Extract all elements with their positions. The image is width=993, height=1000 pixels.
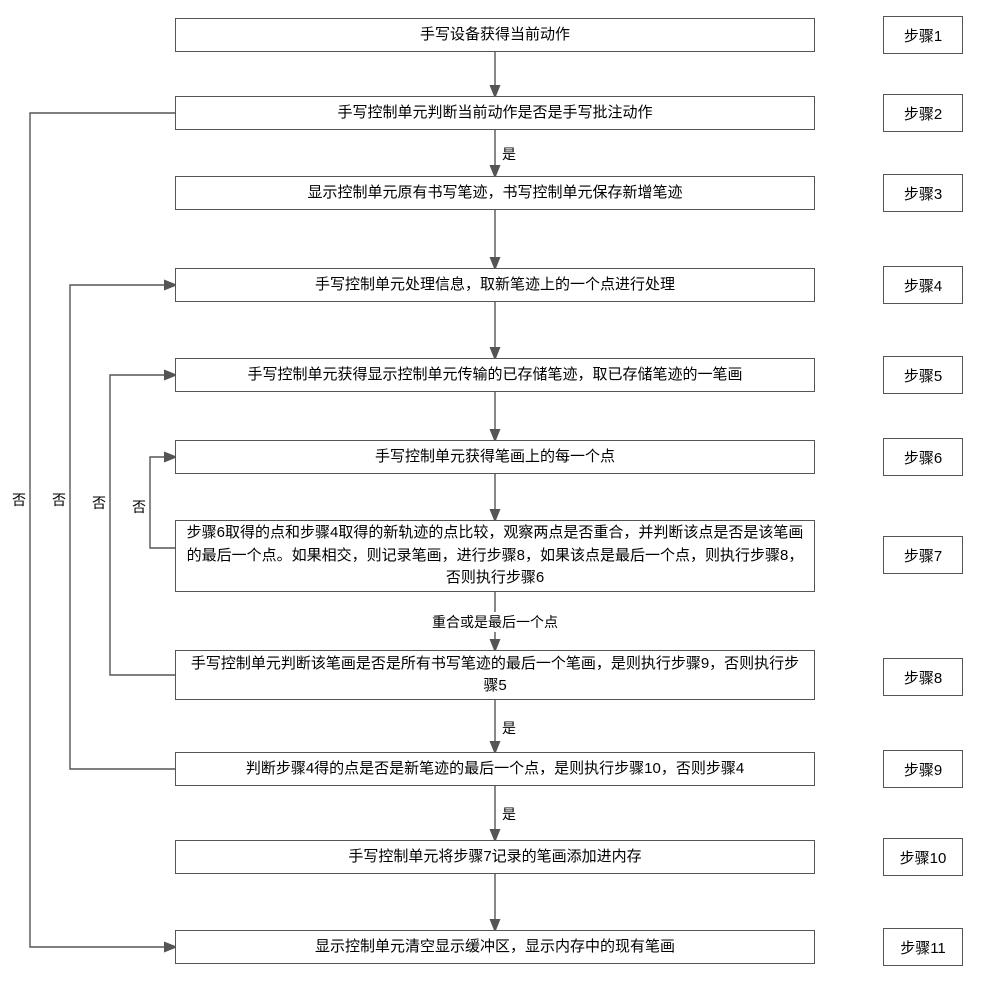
flow-node-n5: 手写控制单元获得显示控制单元传输的已存储笔迹，取已存储笔迹的一笔画 [175,358,815,392]
edge-label: 否 [90,493,108,513]
flow-node-n7: 步骤6取得的点和步骤4取得的新轨迹的点比较，观察两点是否重合，并判断该点是否是该… [175,520,815,592]
edge-label: 是 [500,804,518,824]
flow-node-n11: 显示控制单元清空显示缓冲区，显示内存中的现有笔画 [175,930,815,964]
step-label-s2: 步骤2 [883,94,963,132]
flowchart-container: 手写设备获得当前动作手写控制单元判断当前动作是否是手写批注动作显示控制单元原有书… [0,0,993,1000]
edge-label: 重合或是最后一个点 [430,612,560,632]
flow-node-n1: 手写设备获得当前动作 [175,18,815,52]
edge-label: 否 [130,497,148,517]
step-label-s10: 步骤10 [883,838,963,876]
edge-label: 否 [10,490,28,510]
flow-node-n2: 手写控制单元判断当前动作是否是手写批注动作 [175,96,815,130]
step-label-s8: 步骤8 [883,658,963,696]
flow-node-n10: 手写控制单元将步骤7记录的笔画添加进内存 [175,840,815,874]
step-label-s1: 步骤1 [883,16,963,54]
step-label-s6: 步骤6 [883,438,963,476]
flow-node-n4: 手写控制单元处理信息，取新笔迹上的一个点进行处理 [175,268,815,302]
flow-node-n3: 显示控制单元原有书写笔迹，书写控制单元保存新增笔迹 [175,176,815,210]
flow-node-n6: 手写控制单元获得笔画上的每一个点 [175,440,815,474]
flow-node-n8: 手写控制单元判断该笔画是否是所有书写笔迹的最后一个笔画，是则执行步骤9，否则执行… [175,650,815,700]
step-label-s5: 步骤5 [883,356,963,394]
edge-label: 否 [50,490,68,510]
edge-label: 是 [500,144,518,164]
step-label-s11: 步骤11 [883,928,963,966]
step-label-s3: 步骤3 [883,174,963,212]
step-label-s9: 步骤9 [883,750,963,788]
edge-label: 是 [500,718,518,738]
flow-node-n9: 判断步骤4得的点是否是新笔迹的最后一个点，是则执行步骤10，否则步骤4 [175,752,815,786]
step-label-s4: 步骤4 [883,266,963,304]
step-label-s7: 步骤7 [883,536,963,574]
